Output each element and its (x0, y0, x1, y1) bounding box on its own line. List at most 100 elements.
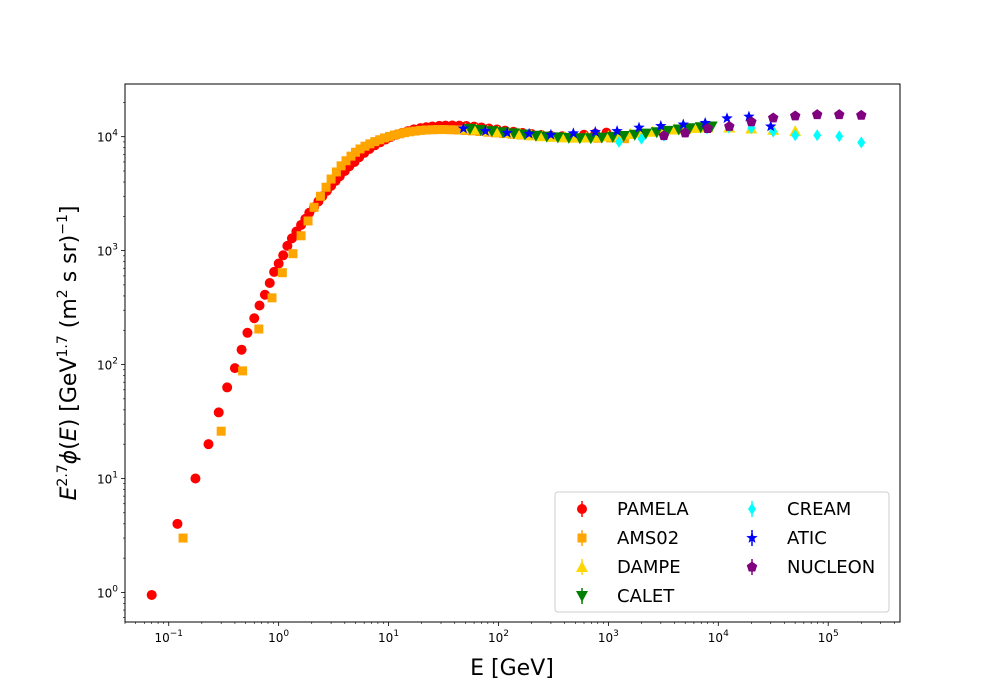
calet-point (474, 124, 487, 136)
atic-point (699, 116, 711, 128)
ams02-point (433, 125, 443, 135)
series-pamela (146, 120, 612, 600)
ams02-point (380, 133, 390, 143)
calet-point (628, 129, 641, 141)
ams02-point (216, 426, 226, 436)
x-tick-label: 100 (268, 629, 289, 645)
pamela-point (229, 363, 240, 374)
pamela-point (203, 439, 214, 450)
legend-item-nucleon: NUCLEON (746, 557, 875, 578)
ams02-point (446, 125, 456, 135)
ams02-point (321, 182, 331, 192)
nucleon-point (724, 120, 735, 131)
calet-point (617, 130, 630, 142)
calet-point (606, 131, 619, 143)
calet-point (639, 128, 652, 140)
y-axis-title: E2.7ϕ(E) [GeV1.7 (m2 s sr)−1] (55, 206, 82, 501)
ams02-point (336, 161, 346, 171)
ams02-point (389, 130, 399, 140)
legend-label: NUCLEON (787, 557, 875, 578)
legend-marker (577, 533, 587, 543)
legend-marker (576, 561, 588, 572)
ams02-point (296, 231, 306, 241)
ams02-point (385, 131, 395, 141)
cream-point (813, 129, 822, 142)
atic-point (501, 126, 513, 138)
plot-marks (146, 109, 867, 600)
x-tick-label: 104 (708, 629, 729, 645)
atic-point (611, 125, 623, 136)
calet-point (497, 127, 510, 139)
pamela-point (259, 289, 270, 300)
series-atic (457, 110, 777, 140)
ams02-point (238, 366, 248, 376)
ams02-point (375, 135, 385, 145)
nucleon-point (789, 110, 801, 121)
legend-marker (576, 591, 588, 602)
ams02-point (267, 293, 277, 303)
nucleon-point (834, 109, 845, 120)
nucleon-point (679, 127, 691, 138)
legend-label: CALET (617, 586, 675, 607)
pamela-point (213, 407, 224, 418)
legend-label: ATIC (787, 528, 827, 549)
ams02-point (315, 191, 325, 201)
pamela-point (242, 327, 253, 338)
legend-marker (746, 561, 758, 572)
nucleon-point (856, 109, 867, 120)
series-nucleon (658, 109, 867, 141)
legend-item-dampe: DAMPE (576, 557, 681, 578)
pamela-point (273, 258, 284, 269)
ams02-point (370, 137, 380, 147)
cream-point (615, 135, 624, 148)
atic-point (721, 112, 733, 124)
ams02-point (331, 167, 341, 177)
calet-point (573, 133, 586, 145)
legend-item-pamela: PAMELA (577, 499, 689, 520)
nucleon-point (811, 109, 823, 120)
atic-point (655, 120, 667, 131)
ams02-point (365, 139, 375, 149)
ams02-point (288, 249, 298, 259)
ams02-point (277, 268, 287, 278)
calet-point (584, 133, 597, 145)
legend-label: DAMPE (617, 557, 681, 578)
atic-point (567, 127, 580, 139)
y-tick-label: 100 (97, 584, 118, 600)
nucleon-point (658, 130, 670, 141)
legend-box (554, 491, 890, 613)
ams02-point (254, 324, 264, 334)
legend-label: PAMELA (617, 499, 689, 520)
atic-point (479, 125, 492, 136)
calet-point (551, 132, 564, 144)
y-tick-label: 101 (97, 470, 118, 486)
ams02-point (395, 129, 405, 139)
x-tick-label: 102 (488, 629, 509, 645)
atic-point (523, 127, 535, 139)
cream-point (835, 130, 844, 143)
ams02-point (303, 216, 313, 226)
atic-point (545, 128, 557, 140)
atic-point (677, 118, 689, 130)
ams02-point (350, 147, 360, 157)
legend-marker (746, 532, 758, 543)
legend-item-calet: CALET (576, 586, 675, 607)
pamela-point (278, 250, 289, 261)
x-tick-label: 105 (818, 629, 839, 645)
pamela-point (172, 518, 183, 529)
legend-item-atic: ATIC (746, 528, 827, 549)
atic-point (589, 125, 601, 137)
pamela-point (282, 240, 293, 251)
legend: PAMELA AMS02 DAMPE CALET CREAM ATIC NUCLEON (554, 491, 890, 613)
pamela-point (190, 473, 201, 484)
calet-point (661, 125, 674, 137)
y-tick-label: 104 (97, 129, 118, 145)
pamela-point (269, 266, 280, 277)
ams02-point (400, 128, 410, 138)
atic-point (743, 110, 755, 122)
plot-frame (124, 83, 901, 623)
pamela-point (146, 589, 157, 600)
calet-point (683, 123, 696, 135)
pamela-point (222, 382, 233, 393)
